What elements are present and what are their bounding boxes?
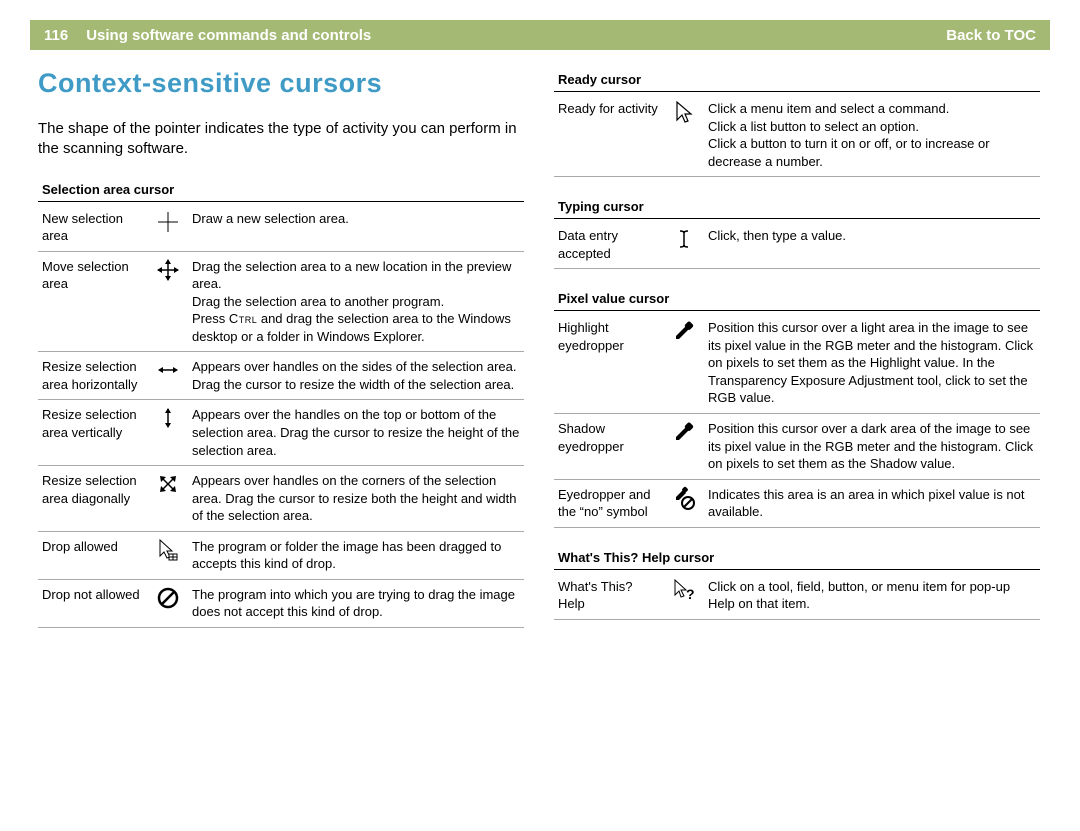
cursor-icon-cell [148, 400, 188, 466]
cursor-table: Data entry accepted Click, then type a va… [554, 221, 1040, 269]
cursor-description: Appears over handles on the corners of t… [188, 466, 524, 532]
cursor-icon-cell [664, 94, 704, 177]
eyedropper-no-icon [672, 486, 696, 510]
table-row: Resize selection area vertically Appears … [38, 400, 524, 466]
table-row: Data entry accepted Click, then type a va… [554, 221, 1040, 269]
cursor-table: Ready for activity Click a menu item and … [554, 94, 1040, 177]
table-row: What's This? Help Click on a tool, field,… [554, 572, 1040, 620]
table-row: New selection area Draw a new selection a… [38, 204, 524, 252]
left-column: Context-sensitive cursors The shape of t… [38, 68, 524, 646]
cursor-description: The program or folder the image has been… [188, 531, 524, 579]
cursor-icon-cell [148, 466, 188, 532]
resize-v-icon [156, 406, 180, 430]
table-row: Drop not allowed The program into which y… [38, 579, 524, 627]
crosshair-icon [156, 210, 180, 234]
eyedropper-black-icon [672, 420, 696, 444]
cursor-name: Resize selection area horizontally [38, 352, 148, 400]
cursor-description: The program into which you are trying to… [188, 579, 524, 627]
cursor-icon-cell [148, 251, 188, 352]
table-row: Highlight eyedropper Position this cursor… [554, 313, 1040, 413]
cursor-name: Data entry accepted [554, 221, 664, 269]
cursor-name: Highlight eyedropper [554, 313, 664, 413]
cursor-name: Resize selection area diagonally [38, 466, 148, 532]
cursor-name: What's This? Help [554, 572, 664, 620]
pointer-icon [672, 100, 696, 124]
back-to-toc-link[interactable]: Back to TOC [946, 27, 1036, 44]
cursor-name: Shadow eyedropper [554, 414, 664, 480]
section-heading: Pixel value cursor [554, 287, 1040, 311]
cursor-icon-cell [664, 221, 704, 269]
cursor-description: Click, then type a value. [704, 221, 1040, 269]
table-row: Resize selection area diagonally Appears … [38, 466, 524, 532]
cursor-description: Appears over handles on the sides of the… [188, 352, 524, 400]
cursor-name: Resize selection area vertically [38, 400, 148, 466]
table-row: Drop allowed The program or folder the im… [38, 531, 524, 579]
cursor-description: Click a menu item and select a command.C… [704, 94, 1040, 177]
table-row: Shadow eyedropper Position this cursor ov… [554, 414, 1040, 480]
cursor-table: Highlight eyedropper Position this cursor… [554, 313, 1040, 527]
cursor-description: Position this cursor over a light area i… [704, 313, 1040, 413]
cursor-name: Eyedropper and the “no” symbol [554, 479, 664, 527]
cursor-icon-cell [148, 579, 188, 627]
table-row: Resize selection area horizontally Appear… [38, 352, 524, 400]
page-title: Context-sensitive cursors [38, 68, 524, 99]
resize-diag-icon [156, 472, 180, 496]
cursor-icon-cell [664, 479, 704, 527]
cursor-description: Indicates this area is an area in which … [704, 479, 1040, 527]
ibeam-icon [672, 227, 696, 251]
eyedropper-black-icon [672, 319, 696, 343]
move-icon [156, 258, 180, 282]
table-row: Move selection area Drag the selection ar… [38, 251, 524, 352]
cursor-name: Drop allowed [38, 531, 148, 579]
cursor-icon-cell [664, 414, 704, 480]
intro-text: The shape of the pointer indicates the t… [38, 119, 524, 160]
resize-h-icon [156, 358, 180, 382]
ctrl-key: Ctrl [229, 311, 257, 326]
page-number: 116 [44, 27, 68, 44]
right-column: Ready cursorReady for activity Click a me… [554, 68, 1040, 646]
cursor-description: Drag the selection area to a new locatio… [188, 251, 524, 352]
cursor-icon-cell [664, 572, 704, 620]
cursor-icon-cell [148, 531, 188, 579]
section-heading: Ready cursor [554, 68, 1040, 92]
help-pointer-icon [672, 578, 696, 602]
cursor-name: New selection area [38, 204, 148, 252]
cursor-icon-cell [664, 313, 704, 413]
page-header: 116 Using software commands and controls… [30, 20, 1050, 50]
drop-allowed-icon [156, 538, 180, 562]
cursor-description: Appears over the handles on the top or b… [188, 400, 524, 466]
cursor-table: New selection area Draw a new selection a… [38, 204, 524, 628]
table-row: Ready for activity Click a menu item and … [554, 94, 1040, 177]
cursor-name: Drop not allowed [38, 579, 148, 627]
cursor-description: Draw a new selection area. [188, 204, 524, 252]
chapter-title: Using software commands and controls [86, 27, 371, 44]
table-row: Eyedropper and the “no” symbol Indicates … [554, 479, 1040, 527]
cursor-name: Move selection area [38, 251, 148, 352]
cursor-description: Position this cursor over a dark area of… [704, 414, 1040, 480]
section-heading: What's This? Help cursor [554, 546, 1040, 570]
section-heading: Selection area cursor [38, 178, 524, 202]
no-entry-icon [156, 586, 180, 610]
cursor-description: Click on a tool, field, button, or menu … [704, 572, 1040, 620]
cursor-name: Ready for activity [554, 94, 664, 177]
section-heading: Typing cursor [554, 195, 1040, 219]
cursor-icon-cell [148, 352, 188, 400]
cursor-icon-cell [148, 204, 188, 252]
cursor-table: What's This? Help Click on a tool, field,… [554, 572, 1040, 620]
